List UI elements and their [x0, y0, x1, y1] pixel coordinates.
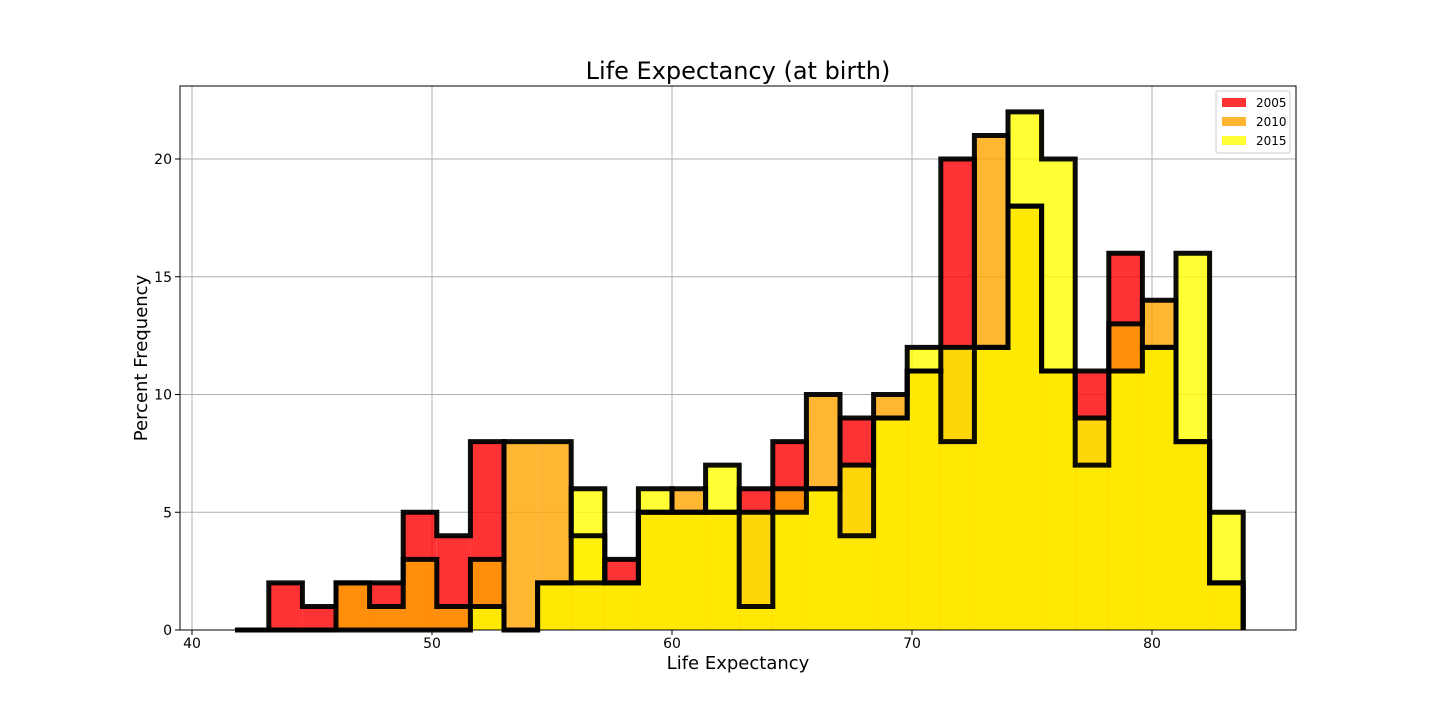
bar-2015 [1209, 512, 1244, 630]
series-2015-bars [470, 111, 1244, 630]
bar-2015 [672, 512, 706, 630]
y-axis-ticks: 0 5 10 15 20 [154, 152, 180, 639]
bar-2005 [268, 582, 303, 630]
bar-2015 [806, 488, 840, 630]
y-tick-label: 10 [154, 388, 172, 404]
bar-2010 [504, 441, 538, 630]
bar-2015 [772, 512, 807, 630]
bar-2015 [604, 582, 639, 630]
x-tick-label: 40 [183, 636, 201, 652]
x-tick-label: 50 [423, 636, 441, 652]
bar-2015 [1041, 159, 1076, 630]
x-tick-label: 70 [903, 636, 921, 652]
legend-label-2015: 2015 [1256, 134, 1287, 148]
legend-label-2010: 2010 [1256, 115, 1287, 129]
y-axis-label: Percent Frequency [131, 274, 152, 441]
x-tick-label: 80 [1143, 636, 1161, 652]
legend-swatch-2005 [1222, 98, 1246, 107]
bar-2015 [873, 418, 908, 630]
bar-2015 [940, 347, 975, 630]
bar-2015 [470, 606, 504, 630]
x-axis-ticks: 40 50 60 70 80 [183, 630, 1161, 652]
bar-2010 [369, 606, 404, 630]
bar-2015 [537, 582, 572, 630]
legend: 2005 2010 2015 [1215, 90, 1291, 154]
bar-2015 [571, 488, 605, 630]
histogram-outlines [235, 109, 1246, 633]
x-tick-label: 60 [663, 636, 681, 652]
bar-2005 [302, 606, 336, 630]
series-2015-outline [235, 109, 1246, 633]
chart-title: Life Expectancy (at birth) [586, 57, 891, 85]
bar-2010 [436, 606, 471, 630]
legend-label-2005: 2005 [1256, 96, 1287, 110]
series-2010-outline [235, 132, 1246, 633]
legend-swatch-2010 [1222, 117, 1246, 126]
bar-2015 [974, 347, 1008, 630]
bar-2015 [907, 347, 941, 630]
bar-2015 [840, 465, 874, 630]
plot-frame [179, 85, 1297, 631]
bar-2015 [705, 465, 740, 630]
y-tick-label: 0 [163, 623, 172, 639]
legend-swatch-2015 [1222, 136, 1246, 145]
y-tick-label: 20 [154, 152, 172, 168]
y-tick-label: 5 [163, 505, 172, 521]
bar-2015 [1075, 418, 1109, 630]
bar-2015 [739, 512, 773, 630]
histogram-fills [268, 111, 1244, 631]
y-tick-label: 15 [154, 270, 172, 286]
bar-2010 [336, 582, 370, 630]
bar-2010 [403, 559, 437, 630]
bar-2015 [1008, 111, 1042, 630]
bar-2015 [1108, 370, 1143, 630]
x-axis-label: Life Expectancy [667, 653, 810, 674]
bar-2015 [1142, 347, 1176, 630]
